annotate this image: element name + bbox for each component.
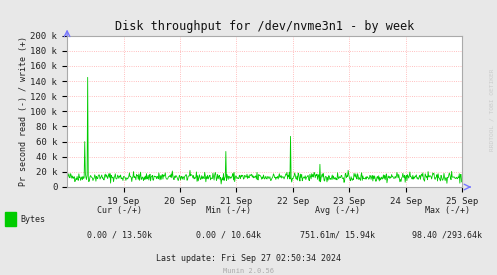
Title: Disk throughput for /dev/nvme3n1 - by week: Disk throughput for /dev/nvme3n1 - by we… bbox=[115, 20, 414, 33]
Text: Max (-/+): Max (-/+) bbox=[425, 206, 470, 215]
Text: Munin 2.0.56: Munin 2.0.56 bbox=[223, 268, 274, 274]
Text: Cur (-/+): Cur (-/+) bbox=[97, 206, 142, 215]
Bar bbox=[5, 212, 16, 226]
Text: RRDTOOL / TOBI OETIKER: RRDTOOL / TOBI OETIKER bbox=[490, 69, 495, 151]
Text: Bytes: Bytes bbox=[21, 215, 46, 224]
Text: 0.00 / 10.64k: 0.00 / 10.64k bbox=[196, 231, 261, 240]
Text: Last update: Fri Sep 27 02:50:34 2024: Last update: Fri Sep 27 02:50:34 2024 bbox=[156, 254, 341, 263]
Text: 751.61m/ 15.94k: 751.61m/ 15.94k bbox=[301, 231, 375, 240]
Y-axis label: Pr second read (-) / write (+): Pr second read (-) / write (+) bbox=[19, 36, 28, 186]
Text: 98.40 /293.64k: 98.40 /293.64k bbox=[413, 231, 482, 240]
Text: 0.00 / 13.50k: 0.00 / 13.50k bbox=[87, 231, 152, 240]
Text: Min (-/+): Min (-/+) bbox=[206, 206, 251, 215]
Text: Avg (-/+): Avg (-/+) bbox=[316, 206, 360, 215]
